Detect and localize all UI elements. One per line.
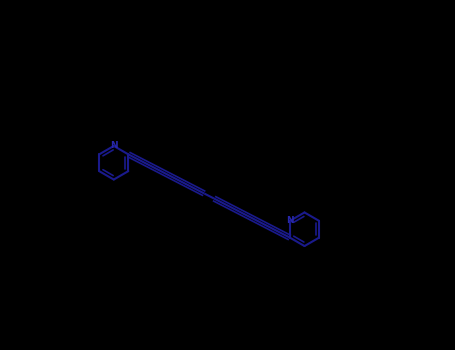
Text: N: N (286, 216, 294, 225)
Text: N: N (110, 141, 117, 150)
